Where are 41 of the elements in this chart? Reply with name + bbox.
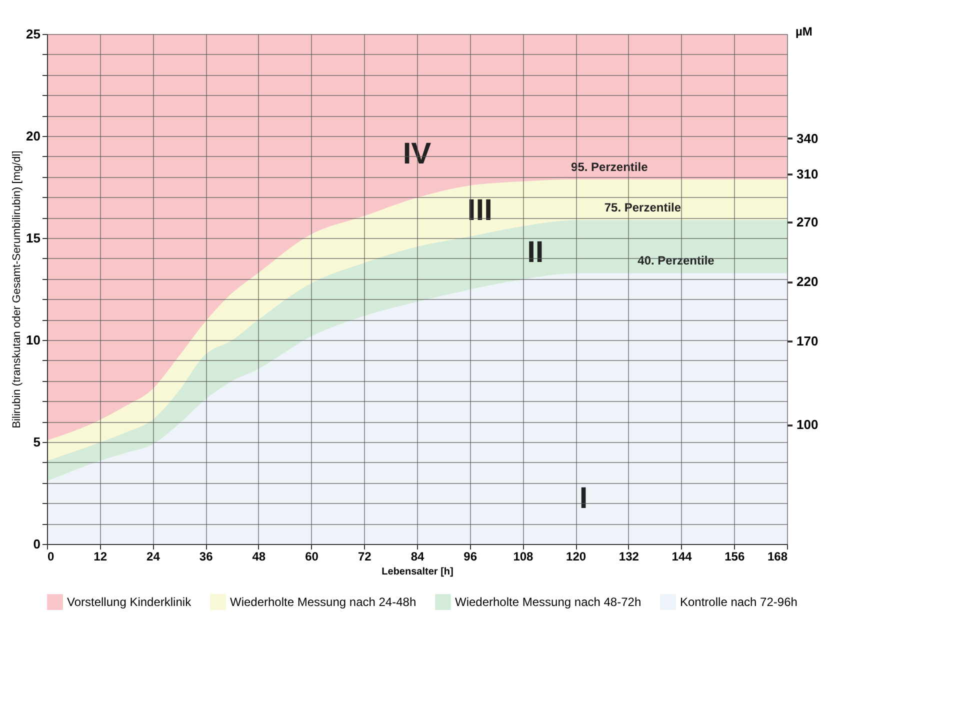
y2-tick-label: 270: [796, 214, 818, 230]
y2-tick-label: 310: [796, 166, 818, 182]
x-axis-title: Lebensalter [h]: [382, 566, 454, 578]
x-tick-label: 72: [358, 550, 372, 564]
y-tick-label: 0: [33, 536, 40, 552]
y2-axis-title: µM: [796, 24, 812, 38]
annotation: 75. Perzentile: [604, 200, 682, 215]
legend-label: Kontrolle nach 72-96h: [680, 595, 798, 610]
x-tick-label: 60: [305, 550, 319, 564]
y2-tick-label: 100: [796, 417, 818, 432]
x-tick-label: 36: [199, 550, 214, 564]
x-tick-label: 96: [464, 550, 478, 564]
annotation: 95. Perzentile: [571, 160, 648, 174]
annotation: IV: [402, 137, 432, 170]
x-tick-label: 24: [146, 550, 160, 564]
y2-tick-label: 340: [796, 130, 818, 146]
y-tick-label: 20: [26, 128, 40, 144]
annotation: III: [467, 194, 492, 228]
y-axis-title: Bilirubin (transkutan oder Gesamt-Serumbilirubin) [mg/dl]: [11, 150, 24, 428]
legend-label: Vorstellung Kinderklinik: [67, 595, 192, 610]
annotation: 40. Perzentile: [638, 254, 715, 268]
x-tick-label: 12: [94, 550, 108, 564]
y2-tick-label: 170: [796, 334, 818, 349]
legend-label: Wiederholte Messung nach 48-72h: [455, 595, 642, 610]
x-tick-label: 132: [618, 550, 640, 564]
x-tick-label: 144: [672, 550, 692, 564]
y-tick-label: 5: [33, 434, 40, 450]
x-tick-label: 48: [252, 550, 266, 564]
y-tick-label: 15: [26, 230, 40, 246]
y-tick-label: 10: [26, 332, 40, 348]
x-tick-label: 168: [767, 550, 788, 564]
x-tick-label: 0: [48, 550, 54, 564]
y-tick-label: 25: [26, 26, 40, 42]
annotation: I: [579, 482, 588, 516]
y2-tick-label: 220: [796, 274, 818, 290]
x-tick-label: 84: [410, 550, 424, 564]
x-tick-label: 156: [724, 550, 745, 564]
x-tick-label: 108: [513, 550, 534, 564]
legend-label: Wiederholte Messung nach 24-48h: [230, 595, 416, 610]
annotation: II: [527, 236, 544, 269]
x-tick-label: 120: [566, 550, 586, 564]
